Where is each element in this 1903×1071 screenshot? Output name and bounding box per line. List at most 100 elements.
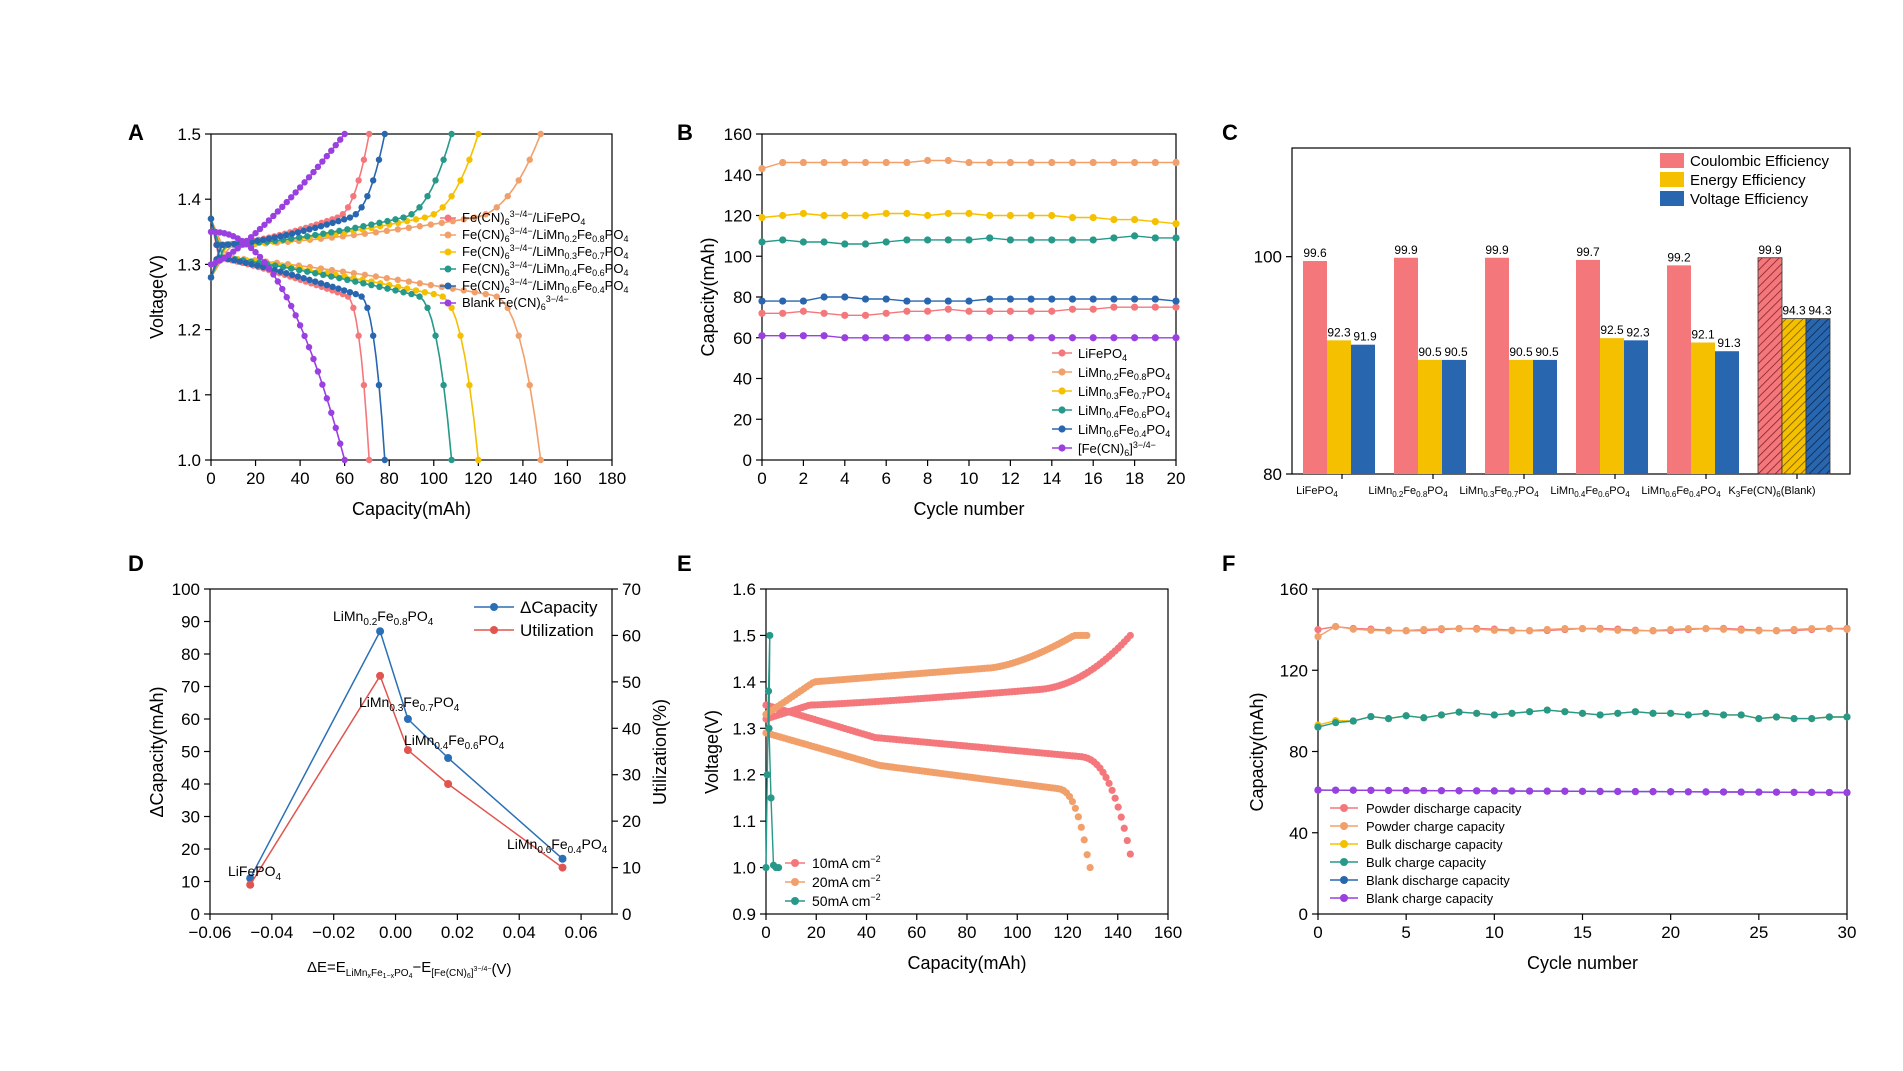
legend-a-entry-3: Fe(CN)63−/4−/LiMn0.3Fe0.7PO4 xyxy=(462,243,628,261)
data-point xyxy=(820,158,828,167)
bar xyxy=(1667,265,1691,474)
discharge-point xyxy=(294,273,302,280)
data-point xyxy=(1561,708,1569,716)
legend-d-entry-1: ΔCapacity xyxy=(520,598,598,617)
bar-value-label: 99.6 xyxy=(1303,246,1327,260)
charge-point xyxy=(247,233,255,241)
charge-point xyxy=(344,226,351,233)
discharge-point xyxy=(265,264,273,272)
legend-f-marker xyxy=(1340,876,1348,884)
y-tick-label: 1.2 xyxy=(177,321,201,340)
data-point xyxy=(1402,786,1410,795)
panel-letter-a: A xyxy=(128,120,144,145)
charge-point xyxy=(256,225,264,233)
data-point xyxy=(799,307,808,315)
charge-point xyxy=(339,211,347,218)
x-tick-label: −0.04 xyxy=(250,923,293,942)
charge-point xyxy=(323,221,331,228)
panel-f-axes: 0 5 10 15 20 25 30 0 40 80 120 160 Cycle number Capac… xyxy=(1247,580,1856,973)
y-tick-label: 50 xyxy=(181,743,200,762)
legend-c-entry-3: Voltage Efficiency xyxy=(1690,191,1809,208)
data-point xyxy=(861,334,870,342)
panel-e-curves xyxy=(762,631,1134,872)
discharge-point xyxy=(306,276,313,284)
charge-point xyxy=(265,217,273,224)
discharge-point xyxy=(1077,823,1085,831)
data-point xyxy=(1131,215,1139,224)
x-tick-label: 140 xyxy=(1104,923,1132,942)
legend-b-entry-1: LiFePO4 xyxy=(1078,346,1127,363)
data-point xyxy=(1596,625,1604,633)
data-point xyxy=(1737,626,1745,634)
y2-tick-label: 10 xyxy=(622,859,641,878)
y-tick-label: 1.3 xyxy=(177,255,201,274)
data-point xyxy=(1614,787,1622,796)
charge-point xyxy=(259,236,267,243)
data-point xyxy=(1843,625,1851,633)
charge-point xyxy=(329,219,336,227)
charge-point xyxy=(341,216,348,223)
data-point xyxy=(1649,709,1657,717)
discharge-point xyxy=(304,268,311,275)
data-point xyxy=(903,307,911,315)
data-point xyxy=(924,334,932,342)
x-tick-label: −0.02 xyxy=(312,923,355,942)
discharge-point xyxy=(493,293,500,300)
y-tick-label: 0.9 xyxy=(732,905,756,924)
y-tick-label: 20 xyxy=(181,840,200,859)
x-tick-label: −0.06 xyxy=(188,923,231,942)
charge-point xyxy=(230,248,237,255)
data-point xyxy=(1367,712,1375,721)
f-ylabel: Capacity(mAh) xyxy=(1247,692,1267,811)
charge-point xyxy=(320,230,327,237)
bar xyxy=(1442,359,1466,474)
charge-point xyxy=(306,226,313,233)
discharge-point xyxy=(421,289,429,296)
y-tick-label: 1.1 xyxy=(177,386,201,405)
legend-b-entry-5: LiMn0.6Fe0.4PO4 xyxy=(1078,422,1170,439)
charge-point xyxy=(265,235,273,242)
legend-f-entry: Blank charge capacity xyxy=(1366,891,1494,906)
data-point xyxy=(444,780,453,788)
discharge-point xyxy=(301,332,308,340)
discharge-point xyxy=(1114,803,1122,811)
discharge-point xyxy=(368,281,375,289)
data-point xyxy=(1808,788,1816,796)
legend-f-entry: Bulk charge capacity xyxy=(1366,855,1486,870)
charge-point xyxy=(344,204,352,211)
data-point xyxy=(820,332,828,340)
data-point xyxy=(861,295,870,303)
bar-value-label: 90.5 xyxy=(1535,345,1559,359)
d-label-mn03: LiMn0.3Fe0.7PO4 xyxy=(359,694,460,714)
data-point xyxy=(1490,787,1498,795)
data-point xyxy=(1561,787,1569,795)
y-tick-label: 60 xyxy=(181,710,200,729)
data-point xyxy=(1702,624,1710,633)
data-point xyxy=(1473,787,1481,795)
data-point xyxy=(799,158,808,167)
data-point xyxy=(1151,295,1159,303)
panel-a: A 0 20 40 60 80 100 120 140 160 180 1.0 1.1 1.2 1.3 1.… xyxy=(128,120,628,519)
discharge-point xyxy=(288,271,296,279)
legend-f-marker xyxy=(1340,894,1348,902)
data-point xyxy=(1068,213,1077,222)
legend-a-entry-5: Fe(CN)63−/4−/LiMn0.6Fe0.4PO4 xyxy=(462,277,628,295)
data-point xyxy=(1172,220,1180,228)
data-point xyxy=(1151,334,1159,342)
data-point xyxy=(1684,788,1692,796)
charge-point xyxy=(283,231,290,239)
data-point xyxy=(1614,626,1622,634)
discharge-point xyxy=(329,283,336,291)
data-point xyxy=(1151,158,1159,167)
charge-point xyxy=(277,233,284,240)
data-point xyxy=(841,293,849,301)
bar xyxy=(1327,340,1351,474)
data-point xyxy=(1006,295,1015,303)
discharge-point xyxy=(310,355,317,363)
panel-letter-b: B xyxy=(677,120,693,145)
legend-a-entry-4: Fe(CN)63−/4−/LiMn0.4Fe0.6PO4 xyxy=(462,260,628,278)
discharge-point xyxy=(247,244,255,252)
data-point xyxy=(965,158,973,167)
discharge-point xyxy=(328,273,335,280)
legend-c-entry-1: Coulombic Efficiency xyxy=(1690,153,1829,170)
